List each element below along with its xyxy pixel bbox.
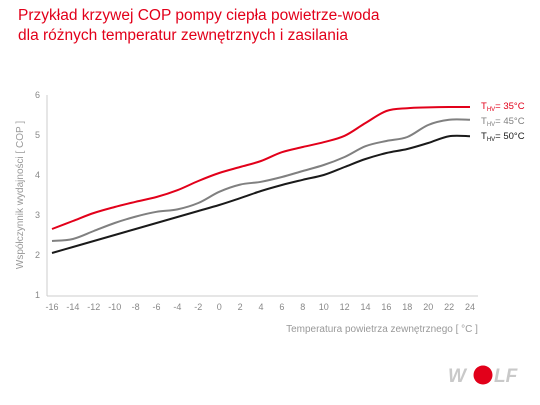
x-tick-label: 18 (402, 302, 412, 312)
wolf-logo-red-dot (473, 365, 493, 385)
x-tick-label: 14 (360, 302, 370, 312)
chart-title: Przykład krzywej COP pompy ciepła powiet… (18, 6, 380, 46)
x-tick-label: 16 (381, 302, 391, 312)
x-tick-label: 2 (238, 302, 243, 312)
chart-title-line-2: dla różnych temperatur zewnętrznych i za… (18, 27, 348, 44)
chart-title-line-1: Przykład krzywej COP pompy ciepła powiet… (18, 7, 380, 24)
legend: THV= 35°C THV= 45°C THV= 50°C (481, 101, 525, 143)
series-line-1 (51, 105, 471, 230)
x-tick-label: -8 (132, 302, 140, 312)
legend-entry-3: THV= 50°C (481, 131, 525, 143)
y-tick-label: 6 (35, 90, 40, 100)
x-tick-label: -2 (194, 302, 202, 312)
x-tick-label: 24 (465, 302, 475, 312)
x-tick-label: 12 (340, 302, 350, 312)
x-tick-label: -6 (152, 302, 160, 312)
x-tick-label: 10 (319, 302, 329, 312)
x-tick-label: 22 (444, 302, 454, 312)
legend-entry-1: THV= 35°C (481, 101, 525, 113)
y-tick-label: 4 (35, 170, 40, 180)
x-tick-label: -10 (108, 302, 121, 312)
series-line-3 (51, 134, 471, 254)
x-tick-label: -14 (66, 302, 79, 312)
x-axis-title: Temperatura powietrza zewnętrznego [ °C … (286, 324, 478, 335)
x-tick-label: 6 (279, 302, 284, 312)
x-tick-label: 0 (217, 302, 222, 312)
y-tick-labels: 1 2 3 4 5 6 (35, 90, 40, 300)
y-tick-label: 1 (35, 290, 40, 300)
x-tick-label: 8 (300, 302, 305, 312)
x-tick-label: 4 (258, 302, 263, 312)
chart-axes (46, 95, 478, 297)
x-tick-label: -16 (45, 302, 58, 312)
y-axis-title: Współczynnik wydajności [ COP ] (15, 121, 26, 269)
y-tick-label: 3 (35, 210, 40, 220)
series-lines (51, 105, 471, 254)
x-tick-labels: -16 -14 -12 -10 -8 -6 -4 -2 0 2 4 6 8 10 12 14 16 18 20 22 2… (45, 302, 475, 312)
y-tick-label: 2 (35, 250, 40, 260)
wolf-logo: W LF (446, 363, 524, 387)
x-tick-label: -4 (173, 302, 181, 312)
y-tick-label: 5 (35, 130, 40, 140)
x-tick-label: 20 (423, 302, 433, 312)
legend-entry-2: THV= 45°C (481, 116, 525, 128)
series-line-2 (51, 118, 471, 242)
x-tick-label: -12 (87, 302, 100, 312)
wolf-logo-letters-w: W (448, 366, 468, 387)
wolf-logo-letters-lf: LF (494, 366, 519, 387)
